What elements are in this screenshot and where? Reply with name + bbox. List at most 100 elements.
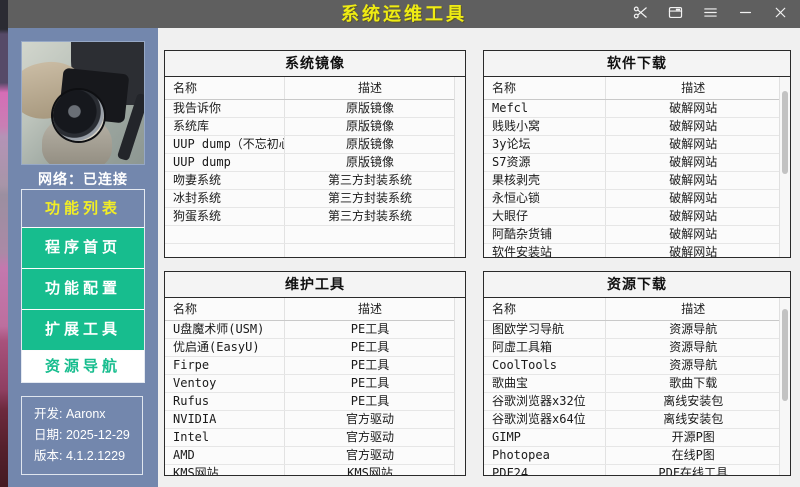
table-row[interactable]: 阿虚工具箱 资源导航 [484,339,790,357]
item-name[interactable]: 阿酷杂货铺 [484,226,607,243]
window-style-button[interactable] [665,4,685,24]
panel-title: 软件下载 [484,51,790,77]
item-name[interactable]: UUP dump [165,154,285,171]
table-row[interactable]: 软件安装站 破解网站 [484,244,790,257]
item-name[interactable]: Rufus [165,393,285,410]
table-row[interactable]: S7资源 破解网站 [484,154,790,172]
table-row[interactable]: UUP dump（不忘初心） 原版镜像 [165,136,465,154]
table-row[interactable]: 狗蛋系统 第三方封装系统 [165,208,465,226]
table-body: U盘魔术师(USM) PE工具 优启通(EasyU) PE工具 Firpe PE工具 Ven… [165,321,465,475]
table-row[interactable]: Photopea 在线P图 [484,447,790,465]
table-row[interactable]: Rufus PE工具 [165,393,465,411]
item-name[interactable]: 冰封系统 [165,190,285,207]
table-row[interactable]: U盘魔术师(USM) PE工具 [165,321,465,339]
item-name[interactable]: CoolTools [484,357,607,374]
item-name[interactable]: 我告诉你 [165,100,285,117]
table-row[interactable]: 优启通(EasyU) PE工具 [165,339,465,357]
item-name[interactable]: 狗蛋系统 [165,208,285,225]
item-name[interactable]: PDF24 [484,465,607,475]
table-scrollbar[interactable] [779,77,790,257]
item-name[interactable]: Firpe [165,357,285,374]
table-row[interactable]: NVIDIA 官方驱动 [165,411,465,429]
table-scrollbar[interactable] [779,298,790,475]
minimize-button[interactable] [735,4,755,24]
table-row[interactable]: 吻妻系统 第三方封装系统 [165,172,465,190]
scrollbar-thumb[interactable] [782,91,788,175]
item-name[interactable]: 谷歌浏览器x64位 [484,411,607,428]
item-name[interactable]: Mefcl [484,100,607,117]
item-name[interactable]: UUP dump（不忘初心） [165,136,285,153]
table-row[interactable]: GIMP 开源P图 [484,429,790,447]
table-row[interactable]: 歌曲宝 歌曲下载 [484,375,790,393]
table-row[interactable]: 图欧学习导航 资源导航 [484,321,790,339]
table-scrollbar[interactable] [454,77,465,257]
table-row[interactable]: Ventoy PE工具 [165,375,465,393]
item-name[interactable]: 大眼仔 [484,208,607,225]
table-row[interactable]: Firpe PE工具 [165,357,465,375]
item-desc: KMS网站 [347,466,393,475]
item-name[interactable]: 果核剥壳 [484,172,607,189]
table-row[interactable]: AMD 官方驱动 [165,447,465,465]
item-name[interactable]: 阿虚工具箱 [484,339,607,356]
titlebar: 系统运维工具 [8,0,800,28]
item-desc: PDF在线工具 [658,466,729,475]
column-header-desc: 描述 [681,302,706,316]
item-desc: 破解网站 [669,227,718,241]
table-row[interactable]: CoolTools 资源导航 [484,357,790,375]
item-name[interactable]: Intel [165,429,285,446]
scrollbar-thumb[interactable] [782,308,788,401]
empty-row [165,244,465,257]
item-name[interactable]: 谷歌浏览器x32位 [484,393,607,410]
column-header-desc: 描述 [681,81,706,95]
item-desc: 第三方封装系统 [327,191,412,205]
item-name[interactable]: 图欧学习导航 [484,321,607,338]
item-name[interactable]: 贱贱小窝 [484,118,607,135]
table-row[interactable]: UUP dump 原版镜像 [165,154,465,172]
sidebar-menu-item[interactable]: 功能配置 [22,268,144,309]
item-name[interactable]: 3y论坛 [484,136,607,153]
item-name[interactable]: Ventoy [165,375,285,392]
menu-button[interactable] [700,4,720,24]
item-name[interactable]: KMS网站 [165,465,285,475]
item-desc: 原版镜像 [345,119,394,133]
table-row[interactable]: 谷歌浏览器x32位 离线安装包 [484,393,790,411]
item-name[interactable]: Photopea [484,447,607,464]
table-row[interactable]: Mefcl 破解网站 [484,100,790,118]
item-name[interactable]: NVIDIA [165,411,285,428]
item-name[interactable]: GIMP [484,429,607,446]
table-row[interactable]: 大眼仔 破解网站 [484,208,790,226]
sidebar-menu-item[interactable]: 扩展工具 [22,309,144,350]
item-name[interactable]: U盘魔术师(USM) [165,321,285,338]
table-row[interactable]: 冰封系统 第三方封装系统 [165,190,465,208]
table-row[interactable]: 3y论坛 破解网站 [484,136,790,154]
table-row[interactable]: 贱贱小窝 破解网站 [484,118,790,136]
table-scrollbar[interactable] [454,298,465,475]
item-name[interactable]: S7资源 [484,154,607,171]
table-row[interactable]: PDF24 PDF在线工具 [484,465,790,475]
item-desc: 开源P图 [671,430,715,444]
screenshot-scissors-button[interactable] [630,4,650,24]
item-desc: 破解网站 [669,155,718,169]
table-row[interactable]: 我告诉你 原版镜像 [165,100,465,118]
table-row[interactable]: Intel 官方驱动 [165,429,465,447]
table-row[interactable]: KMS网站 KMS网站 [165,465,465,475]
item-name[interactable]: 系统库 [165,118,285,135]
table-header: 名称 描述 [165,298,465,321]
item-name[interactable]: 优启通(EasyU) [165,339,285,356]
table-row[interactable]: 谷歌浏览器x64位 离线安装包 [484,411,790,429]
table-row[interactable]: 阿酷杂货铺 破解网站 [484,226,790,244]
item-name[interactable]: 软件安装站 [484,244,607,257]
sidebar-menu-item[interactable]: 资源导航 [22,350,144,382]
item-name[interactable]: 吻妻系统 [165,172,285,189]
item-name[interactable]: 永恒心锁 [484,190,607,207]
close-button[interactable] [770,4,790,24]
table-row[interactable]: 系统库 原版镜像 [165,118,465,136]
item-name[interactable]: 歌曲宝 [484,375,607,392]
sidebar-menu-item[interactable]: 程序首页 [22,227,144,268]
table-row[interactable]: 永恒心锁 破解网站 [484,190,790,208]
item-desc: 第三方封装系统 [327,209,412,223]
item-name[interactable]: AMD [165,447,285,464]
table-row[interactable]: 果核剥壳 破解网站 [484,172,790,190]
